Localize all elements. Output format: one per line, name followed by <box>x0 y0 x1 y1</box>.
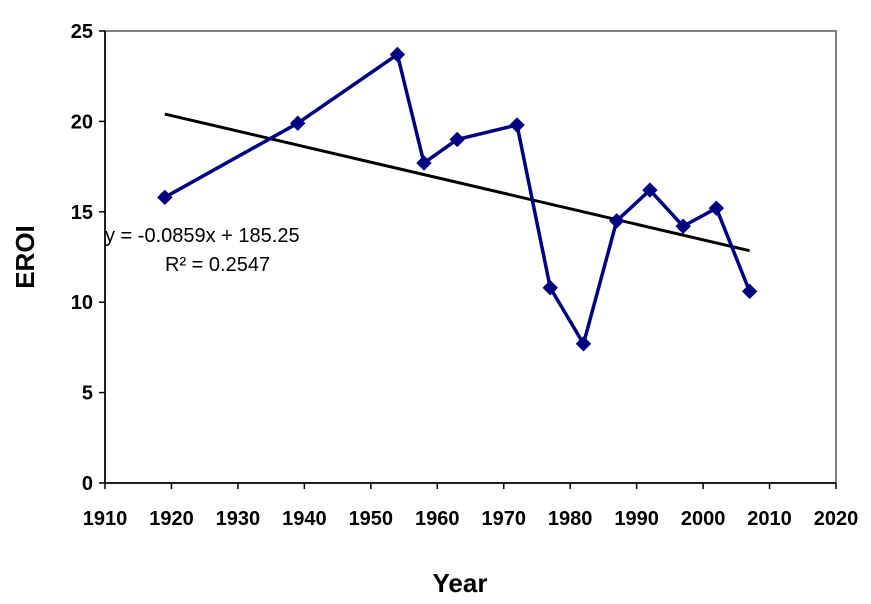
data-point-marker <box>708 200 725 216</box>
y-tick-label: 25 <box>71 21 93 43</box>
x-tick-label: 2000 <box>681 508 726 530</box>
y-tick-label: 10 <box>71 292 93 314</box>
x-tick-label: 1940 <box>282 508 327 530</box>
data-point-marker <box>542 280 558 296</box>
trendline-equation: y = -0.0859x + 185.25 <box>105 225 300 247</box>
axes <box>104 31 836 484</box>
x-tick-label: 1990 <box>614 508 659 530</box>
series-group <box>157 46 758 352</box>
series-line <box>163 52 752 346</box>
x-tick-label: 1950 <box>349 508 394 530</box>
data-point-marker <box>608 213 625 229</box>
trendline <box>164 112 750 253</box>
data-point-marker <box>741 283 758 300</box>
data-point-marker <box>642 182 658 198</box>
x-tick-label: 1970 <box>481 508 526 530</box>
data-point-marker <box>157 189 173 206</box>
x-tick-label: 1930 <box>216 508 261 530</box>
x-tick-label: 2010 <box>747 508 792 530</box>
x-tick-label: 1980 <box>548 508 593 530</box>
data-point-marker <box>449 131 465 148</box>
x-tick-label: 1960 <box>415 508 460 530</box>
x-tick-label: 1920 <box>149 508 194 530</box>
x-axis-title: Year <box>433 568 488 598</box>
data-point-marker <box>675 218 691 234</box>
y-tick-label: 0 <box>82 473 93 495</box>
x-tick-label: 1910 <box>83 508 128 530</box>
trendline-group <box>164 112 750 253</box>
y-axis-ticks: 0 5 10 15 20 25 <box>71 21 105 495</box>
x-axis-ticks: 1910 1920 1930 1940 1950 1960 1970 1980 1990 2000… <box>83 483 859 530</box>
y-tick-label: 20 <box>71 111 93 133</box>
x-tick-label: 2020 <box>814 508 859 530</box>
data-point-marker <box>416 155 432 171</box>
y-tick-label: 5 <box>82 383 93 405</box>
data-point-marker <box>575 336 592 352</box>
data-point-marker <box>389 46 406 63</box>
y-tick-label: 15 <box>71 202 93 224</box>
data-point-marker <box>509 117 525 133</box>
trendline-r-squared: R² = 0.2547 <box>165 254 270 276</box>
y-axis-title: EROI <box>10 225 40 289</box>
data-point-marker <box>290 115 306 131</box>
